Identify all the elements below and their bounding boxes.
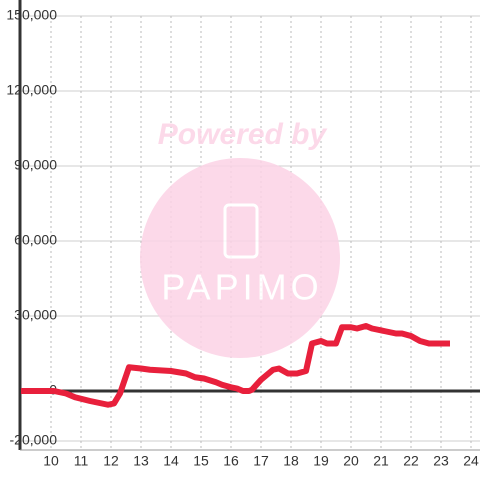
x-tick-label: 20 [343, 453, 359, 469]
x-tick-label: 13 [133, 453, 149, 469]
y-tick-label: 30,000 [14, 307, 57, 323]
x-tick-label: 14 [163, 453, 179, 469]
x-tick-label: 21 [373, 453, 389, 469]
x-tick-label: 11 [74, 453, 89, 469]
x-tick-label: 15 [193, 453, 209, 469]
x-tick-label: 23 [433, 453, 449, 469]
y-tick-label: 60,000 [14, 232, 57, 248]
y-tick-label: 150,000 [6, 7, 57, 23]
plot: -20,000030,00060,00090,000120,000150,000… [6, 0, 480, 469]
y-tick-label: -20,000 [10, 432, 58, 448]
x-tick-label: 19 [313, 453, 329, 469]
x-tick-label: 10 [43, 453, 59, 469]
x-tick-label: 22 [403, 453, 419, 469]
phone-icon [223, 203, 259, 259]
x-tick-label: 18 [283, 453, 299, 469]
y-tick-label: 90,000 [14, 157, 57, 173]
watermark-brand: PAPIMO [161, 267, 322, 308]
watermark: Powered by PAPIMO [140, 118, 340, 358]
data-line [21, 323, 450, 408]
x-tick-label: 16 [223, 453, 239, 469]
watermark-title: Powered by [158, 118, 328, 151]
y-tick-label: 120,000 [6, 82, 57, 98]
x-tick-label: 24 [463, 453, 479, 469]
x-tick-label: 12 [103, 453, 119, 469]
x-tick-label: 17 [253, 453, 269, 469]
